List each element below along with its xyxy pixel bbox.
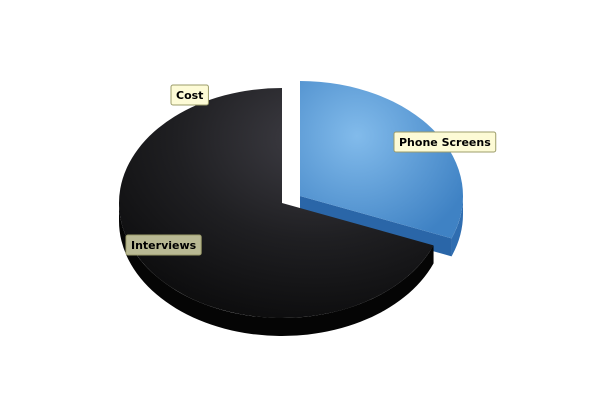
pie-label-text-interviews: Interviews — [131, 239, 197, 252]
pie-slice-phone-screens[interactable] — [300, 81, 463, 239]
pie-tops — [119, 81, 463, 318]
pie-label-phone-screens: Phone Screens — [393, 131, 497, 153]
pie-slice-interviews[interactable] — [119, 88, 434, 318]
pie-side-phone-screens — [451, 196, 463, 257]
pie-label-cost: Cost — [170, 84, 209, 106]
pie-labels: Phone Screens Interviews Cost — [125, 84, 497, 256]
pie-label-text-phone-screens: Phone Screens — [399, 136, 491, 149]
pie-label-text-cost: Cost — [176, 89, 203, 102]
pie-side-interviews — [119, 203, 434, 336]
pie-label-interviews: Interviews — [125, 234, 202, 256]
